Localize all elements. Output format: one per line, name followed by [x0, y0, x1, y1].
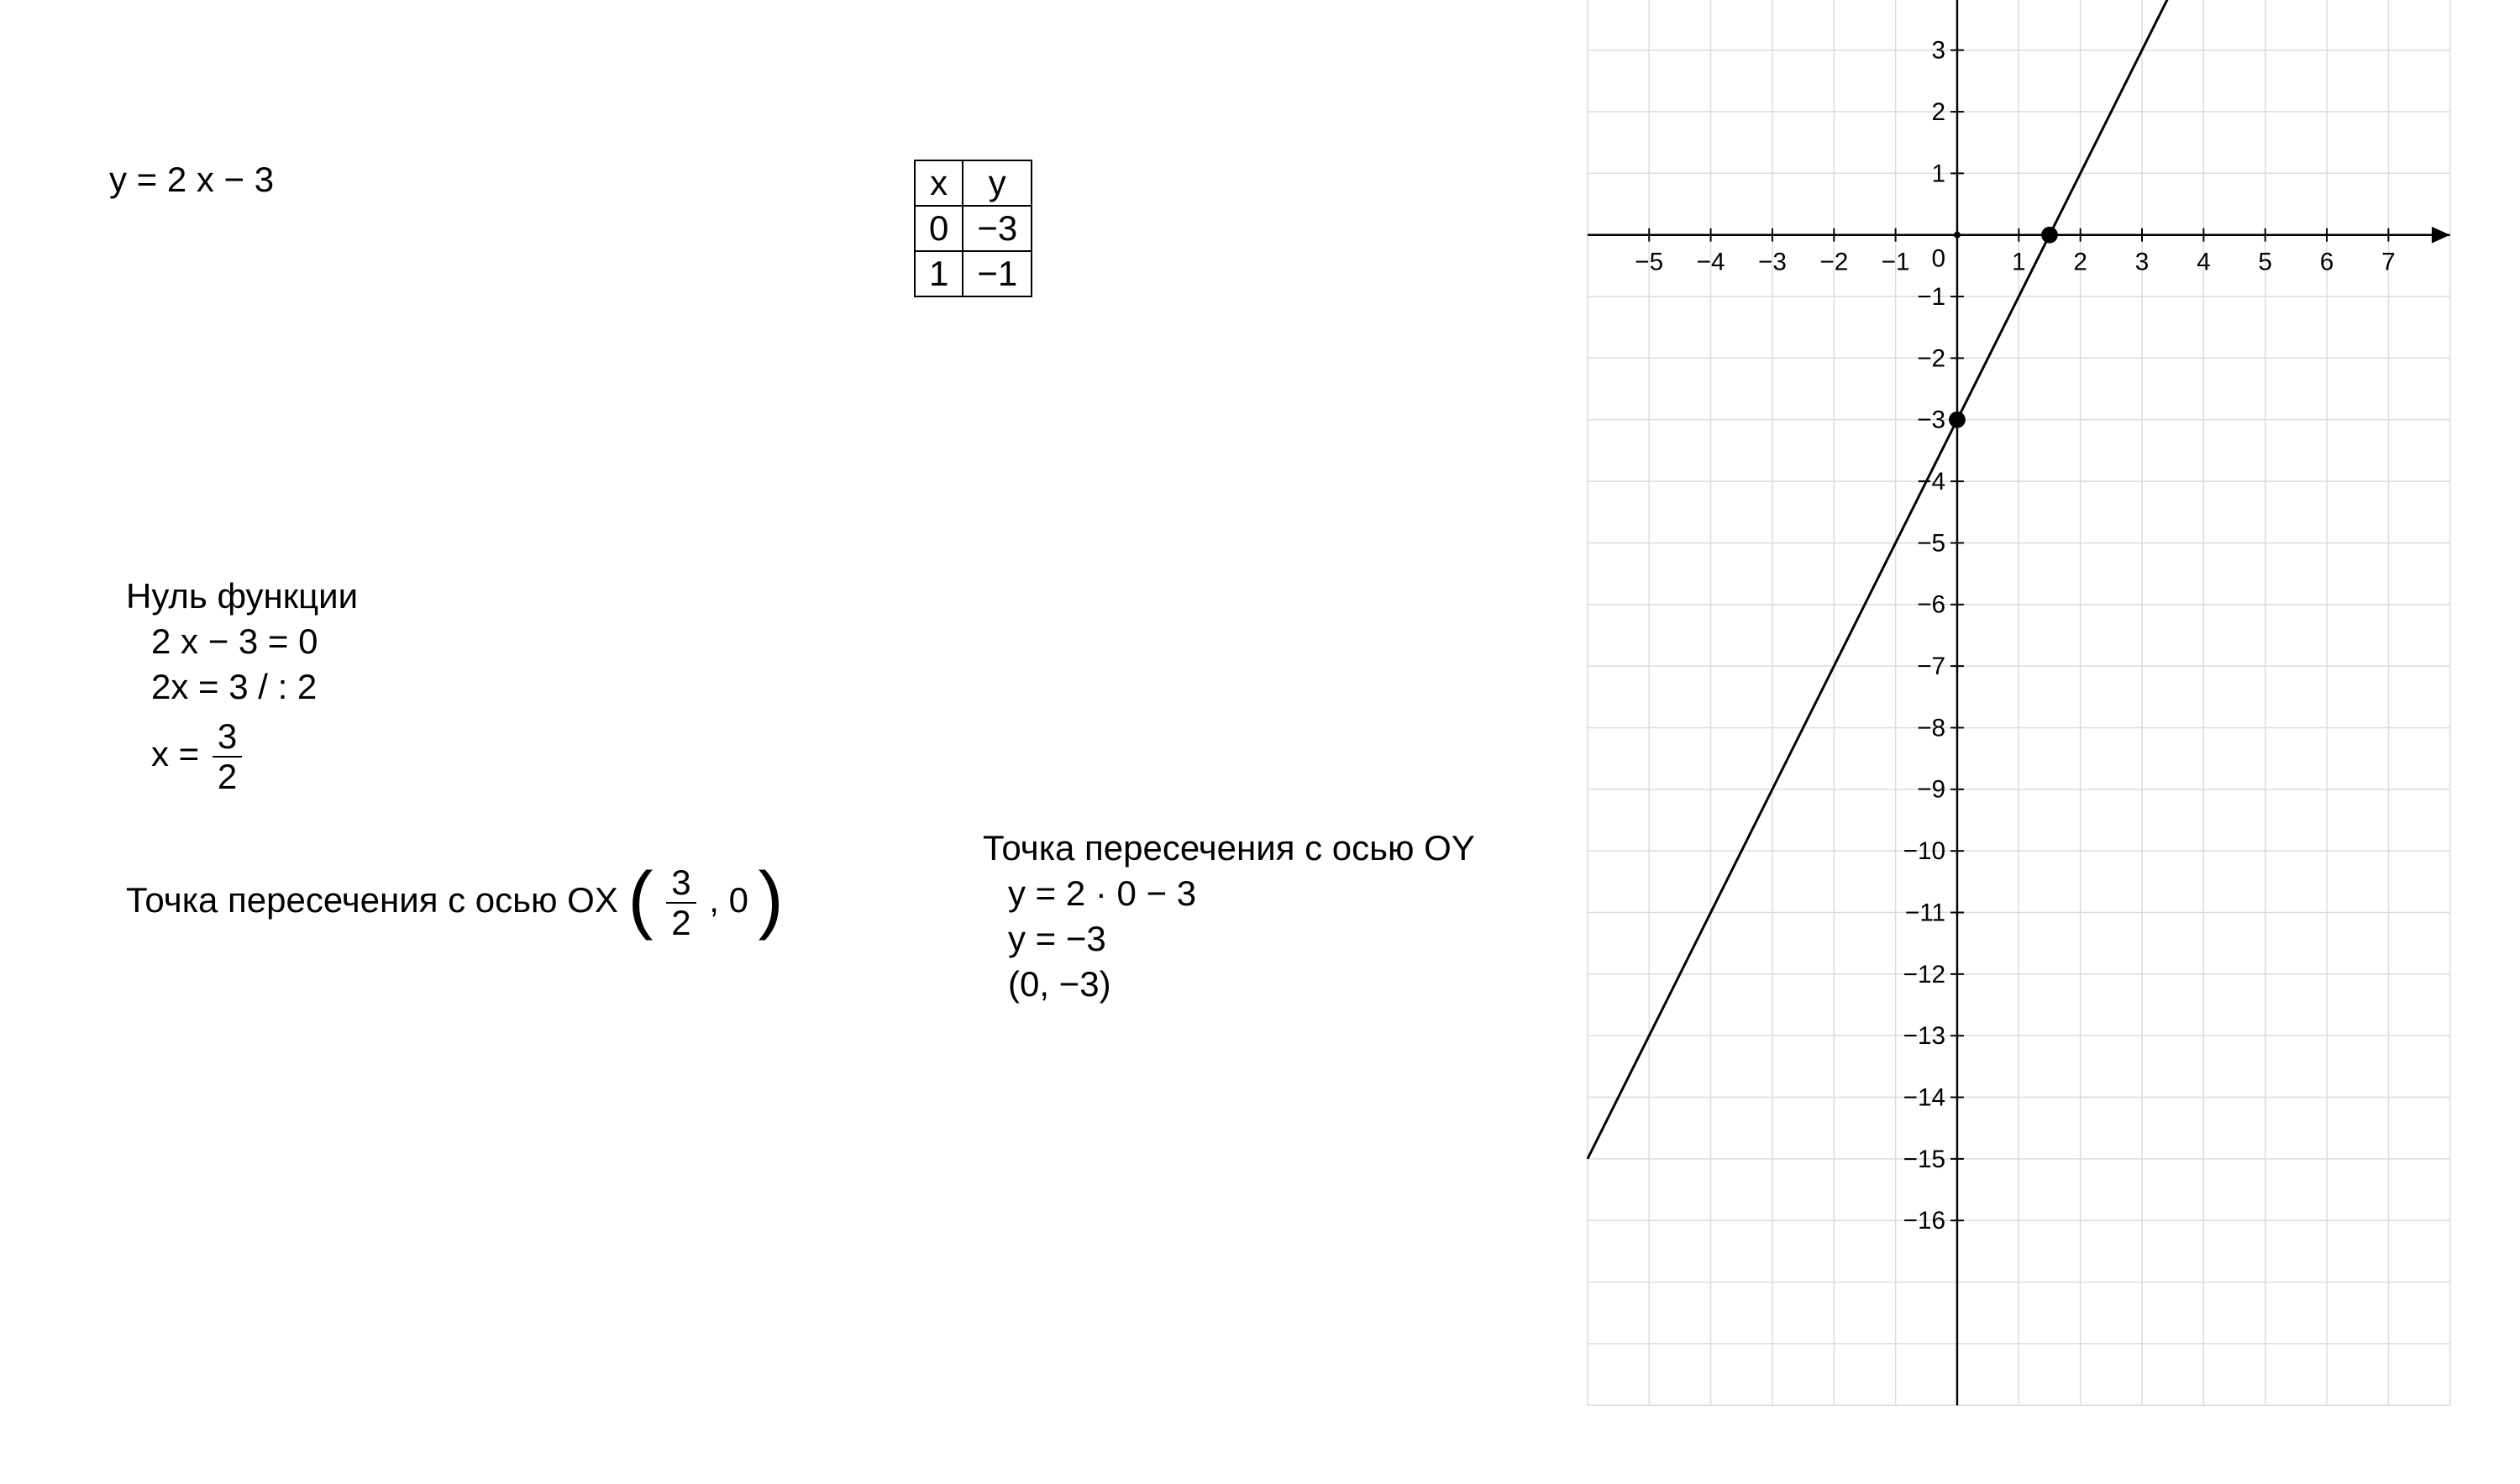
svg-text:−6: −6	[1917, 591, 1945, 619]
svg-text:1: 1	[2012, 248, 2026, 275]
zero-frac-den: 2	[213, 758, 242, 794]
svg-text:5: 5	[2258, 248, 2272, 275]
svg-text:−4: −4	[1697, 248, 1725, 275]
svg-text:−14: −14	[1903, 1083, 1945, 1111]
svg-text:−3: −3	[1917, 406, 1945, 434]
table-cell: 0	[915, 206, 963, 251]
svg-text:−5: −5	[1635, 248, 1663, 275]
coordinate-graph: −5−4−3−2−112345674321−1−2−3−4−5−6−7−8−9−…	[1579, 0, 2517, 1445]
svg-text:−2: −2	[1819, 248, 1848, 275]
zero-step: 2 x − 3 = 0	[126, 621, 358, 662]
svg-text:−7: −7	[1917, 653, 1945, 680]
svg-text:3: 3	[1932, 37, 1946, 65]
svg-text:3: 3	[2135, 248, 2150, 275]
svg-text:−16: −16	[1903, 1207, 1945, 1235]
function-equation: y = 2 x − 3	[109, 160, 274, 200]
table-cell: 1	[915, 251, 963, 296]
svg-text:−12: −12	[1903, 961, 1945, 988]
oy-step: y = 2 · 0 − 3	[983, 873, 1475, 914]
zero-result: x = 3 2	[126, 719, 358, 794]
svg-text:2: 2	[1932, 98, 1946, 126]
zero-step: 2x = 3 / : 2	[126, 667, 358, 707]
oy-intersection: Точка пересечения с осью OY y = 2 · 0 − …	[983, 823, 1475, 1009]
svg-text:−8: −8	[1917, 714, 1945, 742]
ox-intersection: Точка пересечения с осью OX ( 3 2 , 0 )	[126, 865, 784, 941]
ox-text: Точка пересечения с осью OX	[126, 880, 628, 920]
ox-frac-num: 3	[666, 865, 696, 904]
svg-text:−1: −1	[1917, 283, 1945, 311]
svg-text:−1: −1	[1882, 248, 1910, 275]
oy-result: (0, −3)	[983, 964, 1475, 1004]
table-cell: −1	[963, 251, 1032, 296]
svg-text:0: 0	[1932, 244, 1946, 272]
zero-of-function: Нуль функции 2 x − 3 = 0 2x = 3 / : 2 x …	[126, 571, 358, 800]
svg-text:7: 7	[2381, 248, 2396, 275]
value-table-grid: x y 0 −3 1 −1	[914, 160, 1032, 297]
table-cell: −3	[963, 206, 1032, 251]
zero-title: Нуль функции	[126, 576, 358, 616]
svg-text:−2: −2	[1917, 344, 1945, 372]
svg-text:4: 4	[1932, 0, 1946, 3]
ox-rest: , 0	[709, 880, 748, 920]
value-table: x y 0 −3 1 −1	[914, 160, 1032, 297]
oy-title: Точка пересечения с осью OY	[983, 828, 1475, 868]
svg-text:−10: −10	[1903, 837, 1945, 865]
ox-frac-den: 2	[666, 904, 696, 941]
svg-text:−3: −3	[1758, 248, 1787, 275]
table-header-x: x	[915, 160, 963, 206]
svg-text:−9: −9	[1917, 776, 1945, 804]
table-header-y: y	[963, 160, 1032, 206]
svg-text:−15: −15	[1903, 1146, 1945, 1173]
graph-svg: −5−4−3−2−112345674321−1−2−3−4−5−6−7−8−9−…	[1579, 0, 2517, 1441]
svg-text:1: 1	[1932, 160, 1946, 187]
oy-step: y = −3	[983, 919, 1475, 959]
svg-text:2: 2	[2073, 248, 2087, 275]
svg-text:−11: −11	[1905, 899, 1945, 926]
svg-text:4: 4	[2197, 248, 2211, 275]
svg-text:6: 6	[2320, 248, 2334, 275]
zero-frac-num: 3	[213, 719, 242, 758]
svg-text:−13: −13	[1903, 1022, 1945, 1050]
zero-lhs: x =	[151, 734, 209, 773]
svg-text:−5: −5	[1917, 529, 1945, 557]
